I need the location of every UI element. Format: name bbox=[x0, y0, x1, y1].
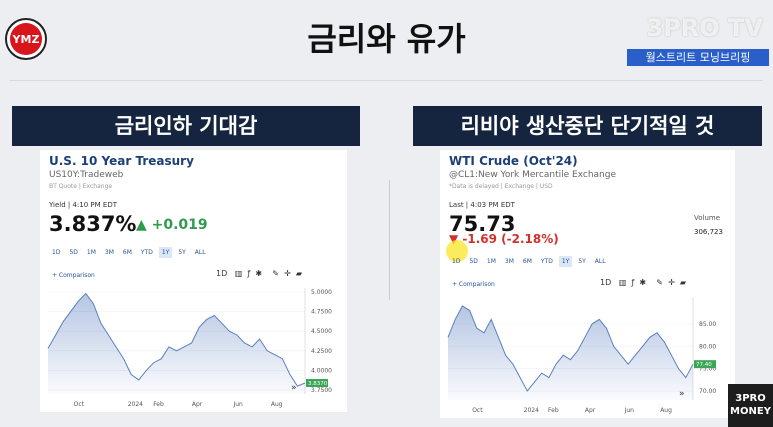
x-tick-label: Apr bbox=[585, 407, 596, 414]
title: 금리와 유가 bbox=[307, 20, 466, 58]
corner-text: MONEY bbox=[730, 406, 771, 417]
last-label: 3.8370 bbox=[308, 381, 328, 387]
range-button[interactable]: 1M bbox=[86, 249, 96, 256]
heading: 금리인하 기대감 bbox=[12, 106, 360, 146]
y-tick-label: 80.00 bbox=[699, 343, 716, 350]
range-button[interactable]: 1D bbox=[52, 249, 61, 256]
interval[interactable]: 1D bbox=[600, 278, 612, 287]
change: ▲ +0.019 bbox=[136, 217, 208, 233]
range-button[interactable]: 6M bbox=[122, 249, 132, 256]
scroll-icon: » bbox=[291, 383, 297, 393]
range-bar: 1D 5D 1M 3M 6M YTD 1Y 5Y ALL bbox=[449, 256, 609, 267]
area bbox=[448, 306, 693, 400]
volume: 306,723 bbox=[694, 228, 723, 236]
price: 3.837% bbox=[49, 212, 137, 236]
x-tick-label: Apr bbox=[192, 401, 203, 408]
symbol: US10Y:Tradeweb bbox=[49, 170, 124, 180]
range-button[interactable]: 5Y bbox=[578, 258, 586, 265]
x-tick-label: Feb bbox=[153, 401, 164, 408]
x-tick-label: Jun bbox=[232, 401, 243, 408]
logo: YMZ bbox=[5, 18, 47, 60]
y-tick-label: 4.0000 bbox=[311, 367, 332, 374]
comparison[interactable]: + Comparison bbox=[452, 281, 495, 288]
logo-text: YMZ bbox=[10, 23, 42, 55]
line bbox=[47, 292, 306, 387]
range-bar: 1D 5D 1M 3M 6M YTD 1Y 5Y ALL bbox=[49, 247, 209, 258]
range-button[interactable]: 1D bbox=[452, 258, 461, 265]
x-tick-label: Oct bbox=[74, 401, 85, 408]
volume-label: Volume bbox=[694, 214, 721, 222]
y-tick-label: 70.00 bbox=[699, 388, 716, 395]
scroll-icon: » bbox=[679, 389, 685, 399]
quote-widget: U.S. 10 Year Treasury US10Y:Tradeweb BT … bbox=[40, 150, 347, 412]
change: ▼ -1.69 (-2.18%) bbox=[449, 232, 559, 246]
quote-time: Last | 4:03 PM EDT bbox=[449, 201, 515, 209]
toolbar: 1D ▥ ƒ ✱ ✎ ✛ ▰ bbox=[216, 269, 303, 278]
divider bbox=[10, 80, 763, 81]
comparison[interactable]: + Comparison bbox=[52, 272, 95, 279]
x-tick-label: 2024 bbox=[524, 407, 539, 414]
last-label: 77.40 bbox=[696, 362, 712, 368]
divider bbox=[389, 180, 390, 300]
symbol: @CL1:New York Mercantile Exchange bbox=[449, 170, 617, 180]
range-button[interactable]: 3M bbox=[104, 249, 114, 256]
last-tag bbox=[306, 379, 328, 388]
note: *Data is delayed | Exchange | USD bbox=[449, 183, 553, 190]
range-button[interactable]: 5Y bbox=[178, 249, 186, 256]
quote-widget: WTI Crude (Oct'24) @CL1:New York Mercant… bbox=[440, 150, 735, 418]
instrument-name: WTI Crude (Oct'24) bbox=[449, 154, 578, 168]
x-tick-label: Feb bbox=[548, 407, 559, 414]
x-tick-label: Jun bbox=[624, 407, 635, 414]
y-tick-label: 85.00 bbox=[699, 321, 716, 328]
range-button[interactable]: ALL bbox=[194, 249, 206, 256]
y-tick-label: 5.0000 bbox=[311, 289, 332, 296]
change-value: +0.019 bbox=[151, 217, 208, 233]
corner-text: 3PRO bbox=[735, 393, 766, 404]
x-tick-label: Aug bbox=[660, 407, 672, 414]
y-tick-label: 3.7500 bbox=[311, 387, 332, 394]
price: 75.73 bbox=[449, 212, 516, 236]
interval[interactable]: 1D bbox=[216, 269, 228, 278]
range-button[interactable]: 1Y bbox=[158, 247, 173, 258]
heading: 리비야 생산중단 단기적일 것 bbox=[413, 106, 762, 146]
change-value: -1.69 (-2.18%) bbox=[462, 232, 559, 246]
note: BT Quote | Exchange bbox=[49, 183, 113, 190]
range-button[interactable]: 1Y bbox=[558, 256, 573, 267]
x-tick-label: 2024 bbox=[128, 401, 143, 408]
range-button[interactable]: 1M bbox=[486, 258, 496, 265]
last-tag bbox=[694, 360, 716, 369]
line bbox=[447, 305, 694, 392]
highlight bbox=[446, 240, 468, 262]
chart: 5.0000 4.7500 4.5000 4.2500 4.0000 3.75003.83… bbox=[47, 288, 332, 408]
corner-logo: 3PRO MONEY bbox=[728, 384, 773, 427]
quote-time: Yield | 4:10 PM EDT bbox=[49, 201, 117, 209]
range-button[interactable]: 6M bbox=[522, 258, 532, 265]
x-tick-label: Aug bbox=[271, 401, 283, 408]
program: 월스트리트 모닝브리핑 bbox=[627, 49, 769, 66]
y-tick-label: 75.00 bbox=[699, 366, 716, 373]
range-button[interactable]: 5D bbox=[469, 258, 478, 265]
chart: 85.00 80.00 75.00 70.00 77.40 » Oct 2024 Feb Apr J… bbox=[447, 297, 716, 414]
range-button[interactable]: YTD bbox=[540, 258, 553, 265]
instrument-name: U.S. 10 Year Treasury bbox=[49, 154, 194, 168]
area bbox=[48, 293, 305, 394]
y-tick-label: 4.2500 bbox=[311, 348, 332, 355]
brand: 3PRO TV bbox=[646, 14, 763, 42]
range-button[interactable]: 5D bbox=[69, 249, 78, 256]
range-button[interactable]: ALL bbox=[594, 258, 606, 265]
range-button[interactable]: 3M bbox=[504, 258, 514, 265]
range-button[interactable]: YTD bbox=[140, 249, 153, 256]
y-tick-label: 4.5000 bbox=[311, 328, 332, 335]
y-tick-label: 4.7500 bbox=[311, 309, 332, 316]
toolbar: 1D ▥ ƒ ✱ ✎ ✛ ▰ bbox=[600, 278, 687, 287]
x-tick-label: Oct bbox=[472, 407, 483, 414]
